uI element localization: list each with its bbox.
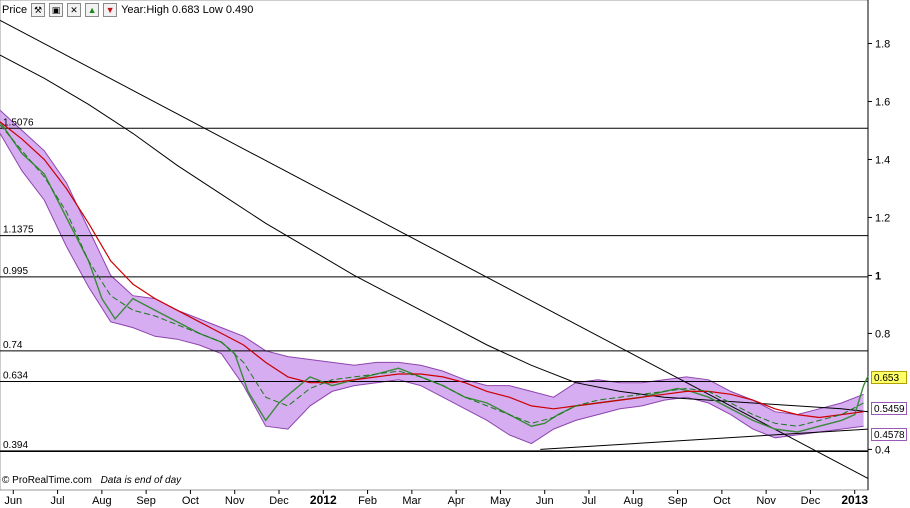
- x-tick-label: Sep: [136, 495, 156, 507]
- level-label: 0.995: [3, 266, 28, 277]
- x-tick-label: Aug: [623, 495, 643, 507]
- x-tick-label: Dec: [269, 495, 289, 507]
- upper-band-tag: 0.5459: [871, 402, 907, 415]
- y-tick-label: 1: [875, 270, 881, 282]
- band-upper-line: [0, 109, 864, 416]
- moving-averages: [0, 121, 864, 427]
- y-tick-label: 1.6: [875, 96, 890, 108]
- arrow-down-icon[interactable]: ▼: [103, 3, 118, 17]
- x-tick-label: Oct: [713, 495, 730, 507]
- band-fill: [0, 110, 864, 444]
- x-tick-label: Aug: [92, 495, 112, 507]
- x-tick-label: Feb: [358, 495, 377, 507]
- window-icon[interactable]: ▣: [49, 3, 64, 17]
- x-tick-label: Nov: [756, 495, 776, 507]
- x-tick-label: 2012: [310, 493, 337, 507]
- x-tick-label: Jul: [582, 495, 596, 507]
- x-tick-label: 2013: [841, 493, 868, 507]
- x-tick-label: Jun: [4, 495, 22, 507]
- x-tick-label: Jun: [536, 495, 554, 507]
- x-tick-label: Nov: [225, 495, 245, 507]
- level-label: 0.634: [3, 371, 28, 382]
- trend-lines: [0, 19, 869, 479]
- level-label: 0.394: [3, 440, 28, 451]
- wrench-icon[interactable]: ⚒: [31, 3, 46, 17]
- x-tick-label: Sep: [668, 495, 688, 507]
- y-tick-label: 1.4: [875, 154, 890, 166]
- band-lower-line: [0, 133, 864, 445]
- lower-band-tag: 0.4578: [871, 428, 907, 441]
- trend-line: [0, 54, 869, 413]
- level-label: 1.5076: [3, 117, 34, 128]
- copyright-text: © ProRealTime.com: [2, 475, 92, 486]
- price-label: Price: [2, 4, 28, 16]
- x-tick-label: Jul: [51, 495, 65, 507]
- y-tick-label: 0.4: [875, 444, 890, 456]
- trend-line: [540, 428, 869, 450]
- x-tick-label: Apr: [448, 495, 465, 507]
- level-label: 1.1375: [3, 225, 34, 236]
- x-axis-ticks: Jun Jul Aug Sep Oct Nov Dec 2012 Feb Mar Apr May Jun…: [4, 490, 868, 507]
- fast-ma-line: [0, 124, 864, 427]
- year-range-label: Year:High 0.683 Low 0.490: [121, 4, 254, 16]
- y-tick-label: 1.8: [875, 38, 890, 50]
- close-icon[interactable]: ✕: [67, 3, 82, 17]
- bollinger-band: [0, 109, 864, 445]
- data-note: Data is end of day: [100, 475, 182, 486]
- level-label: 0.74: [3, 340, 23, 351]
- slow-ma-line: [0, 121, 864, 419]
- x-tick-label: Oct: [182, 495, 199, 507]
- x-tick-label: Dec: [801, 495, 821, 507]
- y-tick-label: 1.2: [875, 212, 890, 224]
- x-tick-label: May: [490, 495, 511, 507]
- y-tick-label: 0.8: [875, 328, 890, 340]
- x-tick-label: Mar: [402, 495, 421, 507]
- trend-line: [0, 19, 869, 479]
- arrow-up-icon[interactable]: ▲: [85, 3, 100, 17]
- last-price-tag: 0.653: [871, 371, 907, 384]
- chart-toolbar: Price ⚒ ▣ ✕ ▲ ▼ Year:High 0.683 Low 0.49…: [2, 2, 253, 18]
- footer: © ProRealTime.com Data is end of day: [2, 475, 181, 486]
- y-axis-ticks: 1.8 1.6 1.4 1.2 1 0.8 0.4: [868, 38, 890, 456]
